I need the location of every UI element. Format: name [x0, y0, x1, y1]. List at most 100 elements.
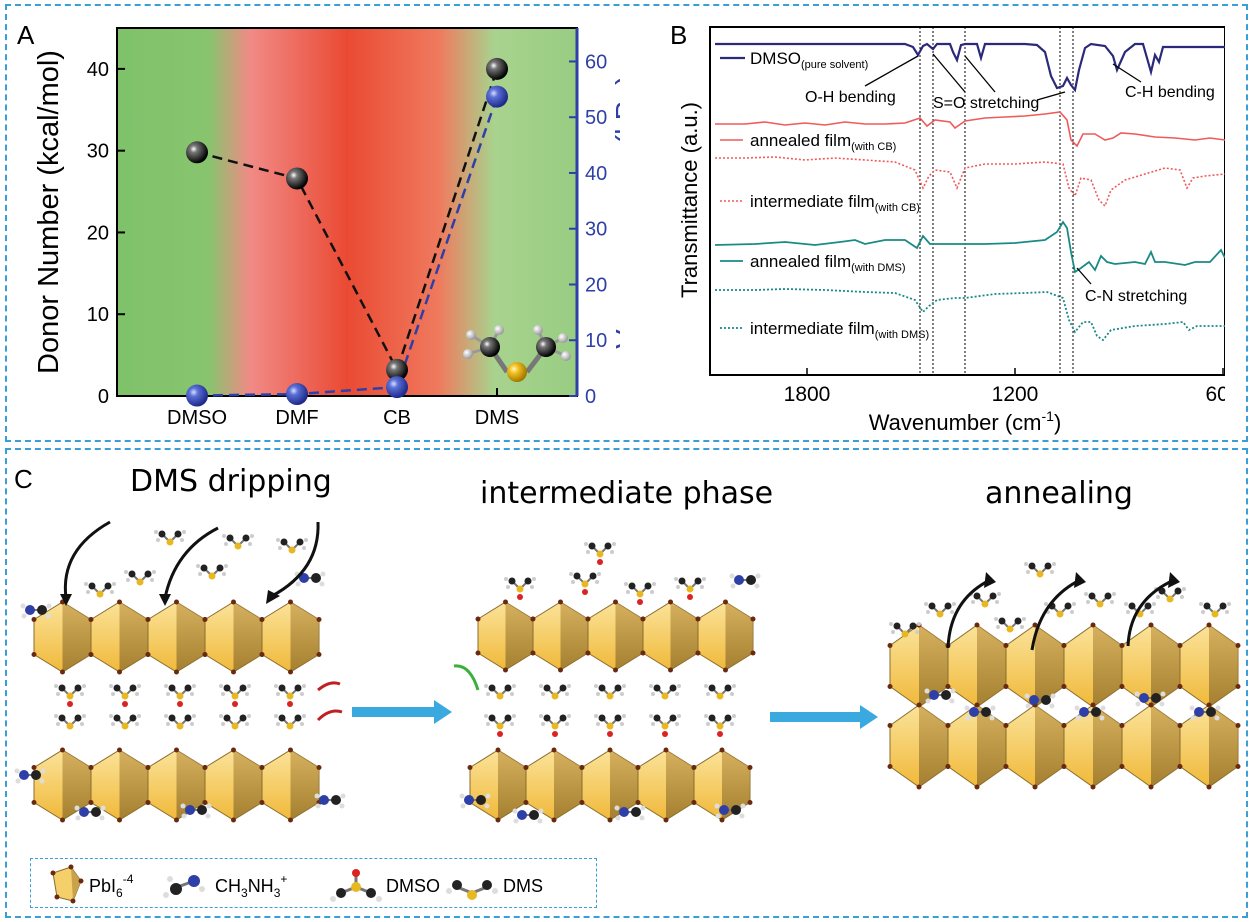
annotation-so-stretching: S=O stretching [933, 95, 1039, 112]
panel-c-frame [5, 448, 1248, 918]
panel-a-chart: 0 10 20 30 40 0 10 20 30 40 50 60 DMSO DMF CB DMS Donor… [33, 27, 620, 429]
annotation-cn-stretching: C-N stretching [1085, 288, 1187, 305]
right-tick-label: 20 [585, 274, 607, 296]
dripping-arrows [63, 520, 320, 599]
dmso-oxygen [582, 589, 588, 595]
trace-text-intermediate-cb: intermediate film(with CB) [750, 192, 920, 214]
series-point-1 [386, 376, 408, 399]
x-tick-1800: 1800 [784, 383, 831, 406]
spectrum-frame [709, 26, 1225, 376]
methylammonium [924, 688, 956, 704]
series-point-1 [486, 85, 508, 108]
dripping-arrowheads [60, 590, 280, 606]
octahedron-row [31, 747, 322, 823]
series-point-0 [486, 57, 508, 80]
trace-text-annealed-cb: annealed film(with CB) [750, 131, 896, 153]
dms-molecule [594, 684, 626, 700]
octahedron-icon [50, 864, 84, 904]
dmso-molecule [484, 714, 516, 730]
right-tick-label: 60 [585, 51, 607, 73]
left-tick-label: 40 [87, 59, 109, 81]
dms-molecule [54, 714, 86, 730]
step-title-intermediate-phase: intermediate phase [480, 476, 774, 511]
dmso-oxygen [607, 731, 613, 737]
trace-intermediate-dms [715, 288, 1225, 342]
dmso-molecule [219, 684, 251, 700]
spectrum-x-label: Wavenumber (cm-1) [869, 408, 1062, 435]
right-tick-label: 0 [585, 386, 596, 408]
dms-molecule [484, 684, 516, 700]
dms-molecule [1084, 592, 1116, 608]
right-tick-label: 10 [585, 330, 607, 352]
trace-text-intermediate-dms: intermediate film(with DMS) [750, 319, 929, 341]
plot-background [116, 27, 578, 397]
octahedron-row [31, 599, 322, 675]
methylammonium [729, 573, 761, 589]
dmso-oxygen [717, 731, 723, 737]
panel-b-letter: B [670, 20, 688, 50]
methylammonium [180, 803, 212, 819]
panel-c-illustration [14, 520, 1241, 824]
left-tick-label: 30 [87, 141, 109, 163]
annealing-arrows [946, 578, 1175, 651]
dmso-molecule [649, 714, 681, 730]
dmso-molecule [704, 714, 736, 730]
methylammonium [1024, 693, 1056, 709]
x-tick-label: DMF [275, 407, 318, 429]
series-point-1 [186, 384, 208, 407]
series-lines [196, 68, 499, 397]
annotation-arrows [864, 53, 1142, 285]
legend-dms: DMS [503, 876, 543, 896]
dms-molecule [1044, 602, 1076, 618]
dmso-molecule [624, 582, 656, 598]
right-axis-label: Vapor pressure (kPa) [611, 75, 620, 348]
perovskite-layers [31, 599, 1241, 823]
dms-molecule [164, 714, 196, 730]
dmso-molecule [674, 577, 706, 593]
dmso-oxygen [637, 599, 643, 605]
dmso-molecule [54, 684, 86, 700]
dmso-molecule [504, 577, 536, 593]
dmso-oxygen [552, 731, 558, 737]
panel-ab-frame [5, 4, 1248, 442]
dmso-molecule [164, 684, 196, 700]
dms-molecule [969, 592, 1001, 608]
step-title-dms-dripping: DMS dripping [130, 464, 332, 499]
trace-text-dmso: DMSO(pure solvent) [750, 49, 868, 71]
left-tick-label: 0 [98, 386, 109, 408]
methylammonium [714, 803, 746, 819]
methylammonium [1134, 691, 1166, 707]
dmso-oxygen [232, 701, 238, 707]
dms-molecule [1024, 562, 1056, 578]
series-points [186, 57, 508, 407]
trace-intermediate-cb [715, 156, 1225, 208]
methylammonium [14, 768, 46, 784]
legend-box: PbI6-4 CH3NH3+ DMSO DMS [30, 858, 597, 908]
dms-molecule [124, 570, 156, 586]
dmso-molecule [594, 714, 626, 730]
left-axis-label: Donor Number (kcal/mol) [33, 50, 65, 374]
dms-molecule [889, 622, 921, 638]
panel-b-spectrum: DMSO(pure solvent) annealed film(with CB… [677, 26, 1225, 435]
molecules [14, 530, 1231, 824]
dmso-molecule [109, 684, 141, 700]
dmso-molecule-icon [330, 869, 382, 902]
dms-molecule [196, 564, 228, 580]
right-tick-label: 40 [585, 163, 607, 185]
series-point-0 [386, 358, 408, 381]
right-tick-label: 50 [585, 107, 607, 129]
dmso-molecule [569, 572, 601, 588]
dms-molecule [994, 617, 1026, 633]
exchange-arrow-green [453, 664, 480, 691]
trace-annealed-cb [715, 111, 1225, 148]
x-tick-1200: 1200 [992, 383, 1039, 406]
left-tick-label: 20 [87, 222, 109, 244]
annotation-oh-bending: O-H bending [805, 89, 896, 106]
dmso-oxygen [287, 701, 293, 707]
left-tick-label: 10 [87, 304, 109, 326]
annotation-ch-bending: C-H bending [1125, 84, 1215, 101]
methylammonium [614, 805, 646, 821]
methylammonium [20, 603, 52, 619]
dmso-oxygen [597, 559, 603, 565]
methylammonium [964, 705, 996, 721]
